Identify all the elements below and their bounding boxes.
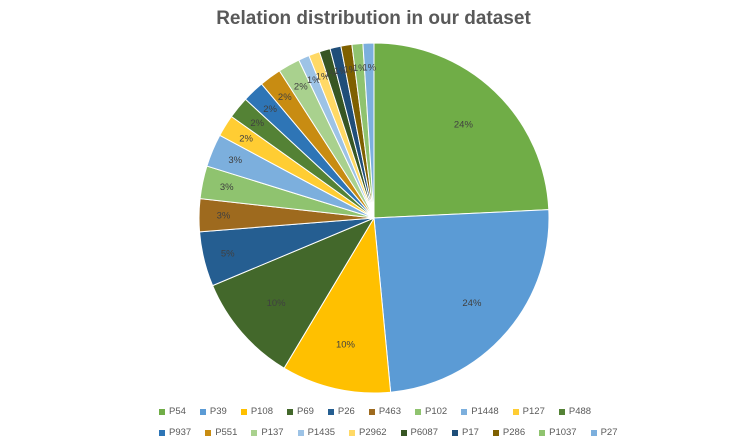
legend-label: P1448	[471, 406, 499, 417]
slice-label-p488: 2%	[250, 118, 264, 129]
legend-label: P1037	[549, 427, 577, 438]
legend-item-p39: P39	[199, 406, 227, 417]
legend-item-p286: P286	[492, 427, 526, 438]
legend-label: P26	[337, 406, 355, 417]
legend-swatch	[240, 408, 247, 415]
slice-label-p1448: 3%	[228, 155, 242, 166]
slice-label-p69: 10%	[267, 298, 287, 309]
legend-label: P1435	[307, 427, 336, 438]
slice-label-p26: 5%	[221, 249, 235, 260]
legend-label: P551	[215, 427, 238, 438]
legend-swatch	[297, 429, 304, 436]
legend-swatch	[539, 429, 546, 436]
legend-swatch	[590, 429, 597, 436]
legend-item-p2962: P2962	[349, 427, 387, 438]
legend-label: P463	[378, 406, 401, 417]
legend-item-p27: P27	[590, 427, 618, 438]
legend-label: P54	[169, 406, 186, 417]
legend-swatch	[368, 408, 375, 415]
legend-label: P69	[297, 406, 314, 417]
legend-item-p54: P54	[159, 406, 186, 417]
legend-swatch	[558, 408, 565, 415]
slice-label-p551: 2%	[278, 92, 292, 103]
legend-swatch	[512, 408, 519, 415]
slice-label-p937: 2%	[263, 104, 277, 115]
legend-item-p26: P26	[327, 406, 355, 417]
legend-swatch	[492, 429, 499, 436]
legend-swatch	[159, 429, 165, 436]
slice-label-p39: 24%	[462, 298, 482, 309]
legend-item-p108: P108	[240, 406, 273, 417]
legend-item-p137: P137	[251, 427, 284, 438]
legend-label: P17	[462, 427, 479, 438]
legend-label: P27	[600, 427, 618, 438]
legend-item-p102: P102	[415, 406, 447, 417]
legend-item-p6087: P6087	[400, 427, 439, 438]
legend-swatch	[349, 429, 356, 436]
legend-label: P2962	[359, 427, 387, 438]
legend-swatch	[327, 408, 334, 415]
legend-label: P488	[568, 406, 592, 417]
legend-swatch	[400, 429, 407, 436]
legend-label: P937	[169, 427, 192, 438]
legend-label: P6087	[410, 427, 439, 438]
legend-swatch	[287, 408, 293, 415]
slice-label-p127: 2%	[239, 134, 253, 145]
legend-label: P286	[502, 427, 526, 438]
legend-item-p551: P551	[205, 427, 237, 438]
slice-label-p286: 1%	[343, 64, 357, 75]
pie-slice-p108	[283, 216, 392, 394]
pie-slice-p69	[211, 216, 376, 369]
legend-swatch	[452, 429, 459, 436]
legend-label: P39	[209, 406, 227, 417]
legend-item-p127: P127	[512, 406, 545, 417]
slice-label-p1435: 1%	[307, 75, 321, 86]
legend-label: P102	[425, 406, 448, 417]
legend-item-p1435: P1435	[297, 427, 336, 438]
legend-item-p463: P463	[368, 406, 401, 417]
legend-label: P127	[522, 406, 545, 417]
legend-label: P137	[261, 427, 284, 438]
slice-label-p102: 3%	[220, 182, 234, 193]
legend-item-p1448: P1448	[461, 406, 499, 417]
pie-slice-p54	[373, 42, 550, 219]
legend-row: P54 P39 P108 P69 P26 P463 P102 P1448 P127 P488	[159, 406, 605, 417]
pie-slice-p27	[362, 42, 375, 219]
slice-label-p6087: 1%	[325, 69, 339, 80]
slice-label-p27: 1%	[362, 63, 376, 74]
slice-label-p1037: 1%	[353, 63, 367, 74]
chart-title: Relation distribution in our dataset	[216, 8, 531, 29]
legend-swatch	[205, 429, 212, 436]
legend-label: P108	[250, 406, 273, 417]
slice-label-p54: 24%	[454, 119, 474, 130]
legend-item-p1037: P1037	[539, 427, 577, 438]
legend-swatch	[199, 408, 206, 415]
slice-label-p17: 1%	[334, 66, 348, 77]
legend-item-p488: P488	[558, 406, 592, 417]
slice-label-p137: 2%	[294, 82, 308, 93]
legend-swatch	[251, 429, 258, 436]
slice-label-p463: 3%	[217, 211, 231, 222]
legend-item-p937: P937	[159, 427, 191, 438]
legend-swatch	[461, 408, 468, 415]
slice-label-p2962: 1%	[316, 72, 330, 83]
legend-item-p69: P69	[287, 406, 314, 417]
legend-row: P937 P551 P137 P1435 P2962 P6087 P17 P286 P1037 P…	[159, 427, 632, 438]
slice-label-p108: 10%	[336, 339, 356, 350]
legend-item-p17: P17	[452, 427, 479, 438]
legend-swatch	[415, 408, 421, 415]
legend-swatch	[159, 408, 165, 415]
pie-slice-p39	[373, 209, 550, 393]
